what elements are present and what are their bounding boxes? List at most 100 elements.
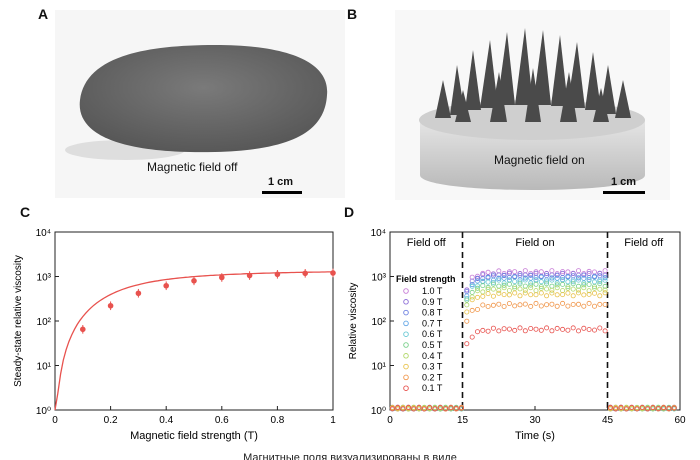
chart-d-point [464,296,470,302]
chart-d-point [501,282,507,288]
chart-d-point [506,292,512,298]
chart-d-point [480,283,486,289]
chart-d-point [522,268,528,274]
chart-d-point [655,405,661,411]
chart-d-point [517,279,523,285]
chart-d-point [544,293,550,299]
chart-d-legend-marker [403,342,409,348]
chart-d-point [522,301,528,307]
chart-d-point [437,405,443,411]
chart-d-point [496,328,502,334]
chart-d-point [602,275,608,281]
chart-d-point [554,285,560,291]
chart-d-point [469,278,475,284]
chart-d-point [565,290,571,296]
chart-d-point [575,268,581,274]
chart-d-point [474,294,480,300]
chart-d-point [570,271,576,277]
chart-d-point [581,272,587,278]
chart-d-legend-label: 0.2 T [422,372,443,382]
chart-d-point [474,278,480,284]
chart-c-frame [54,231,334,411]
chart-d-point [554,325,560,331]
chart-d-point [501,280,507,286]
chart-d-point [528,303,534,309]
chart-d-point [586,327,592,333]
chart-d-point [581,303,587,309]
chart-d-point [533,292,539,298]
chart-d-xtick-label: 0 [387,415,393,426]
chart-c-xtick-label: 0.8 [270,415,284,426]
chart-d-point [443,406,449,412]
chart-d-point [538,290,544,296]
chart-d-point [602,328,608,334]
chart-d-point [512,303,518,309]
chart-d-point [618,404,624,410]
chart-d-point [496,277,502,283]
chart-d-point [522,272,528,278]
chart-d-point [506,301,512,307]
chart-d-point [400,406,406,412]
chart-d-point [549,283,555,289]
chart-d-point [517,286,523,292]
panel-a-caption: Magnetic field off [147,160,238,174]
chart-d-point [613,406,619,412]
chart-d-point [506,269,512,275]
chart-d-point [522,290,528,296]
panel-a-photo [55,10,345,198]
chart-d-xtick-label: 15 [457,415,469,426]
chart-d-series [389,325,677,412]
chart-d-point [549,272,555,278]
chart-d-point [469,289,475,295]
chart-d-point [490,281,496,287]
chart-d-point [560,269,566,275]
chart-d-point [565,279,571,285]
chart-d-region-label: Field off [407,237,447,249]
chart-d-point [591,284,597,290]
chart-d-point [581,280,587,286]
chart-c-point [135,290,142,297]
chart-d-point [490,271,496,277]
chart-d-legend-marker [403,353,409,359]
chart-d-point [528,280,534,286]
chart-d-point [565,285,571,291]
chart-c-point [330,270,336,276]
chart-c-point [302,270,309,277]
chart-d-point [586,291,592,297]
chart-d-point [591,285,597,291]
chart-d-point [506,274,512,280]
chart-d-point [427,404,433,410]
chart-d-point [602,268,608,274]
chart-d-point [522,275,528,281]
chart-d-point [469,297,475,303]
chart-d-point [469,283,475,289]
chart-d-point [453,405,459,411]
chart-d-point [501,272,507,278]
chart-d-point [432,406,438,412]
panel-a-scale-label: 1 cm [268,176,294,188]
chart-d-point [490,325,496,331]
chart-d-point [469,282,475,288]
chart-d-point [506,288,512,294]
chart-d-ylabel: Relative viscosity [348,283,359,360]
chart-d-point [496,275,502,281]
chart-d-point [560,292,566,298]
panel-a-letter: A [38,6,49,22]
chart-d-legend-marker [403,363,409,370]
chart-c-fit-line [54,271,333,411]
chart-d-point [544,302,550,308]
chart-d-region-label: Field off [624,237,664,249]
chart-d-point [464,302,470,308]
chart-c-ytick-label: 10⁰ [36,406,51,417]
chart-d-point [533,300,539,306]
chart-d-point [490,280,496,286]
chart-d-point [634,406,640,412]
chart-d-point [602,277,608,283]
chart-d-point [512,279,518,285]
chart-d-point [581,271,587,277]
chart-d-point [517,281,523,287]
chart-d-point [448,405,454,411]
chart-d-point [591,327,597,333]
chart-d-point [480,302,486,308]
chart-d-point [565,284,571,290]
